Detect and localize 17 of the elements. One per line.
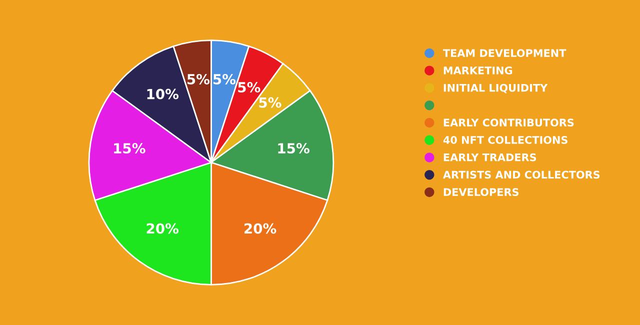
data-label: 5% — [213, 74, 236, 84]
data-label: 5% — [187, 74, 210, 84]
data-label: 20% — [146, 223, 179, 234]
data-label: 5% — [259, 97, 282, 108]
data-label: 20% — [244, 223, 276, 234]
legend-label: ARTISTS AND COLLECTORS — [442, 170, 600, 179]
legend-label: 40 NFT COLLECTIONS — [443, 136, 568, 144]
legend-label: EARLY TRADERS — [444, 153, 536, 162]
legend-label: MARKETING — [444, 66, 512, 74]
data-label: 10% — [147, 88, 179, 100]
legend-label: TEAM DEVELOPMENT — [442, 49, 566, 58]
legend-label: DEVELOPERS — [444, 188, 518, 196]
data-label: 15% — [278, 143, 310, 154]
data-label: 5% — [238, 82, 260, 92]
legend-label: EARLY CONTRIBUTORS — [444, 118, 574, 127]
legend-label: INITIAL LIQUIDITY — [444, 84, 548, 94]
data-label: 15% — [114, 143, 146, 154]
